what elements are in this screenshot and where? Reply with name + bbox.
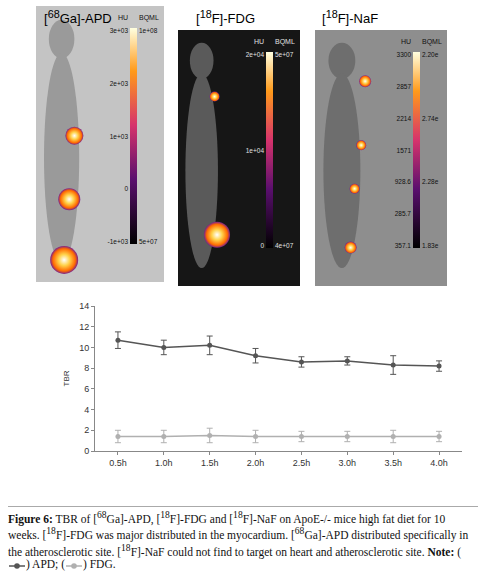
svg-text:0: 0 [260,242,264,249]
svg-text:6: 6 [84,384,89,394]
svg-text:1.5h: 1.5h [201,458,219,468]
svg-text:0: 0 [124,185,128,192]
svg-text:2214: 2214 [397,115,412,122]
svg-text:2: 2 [84,425,89,435]
svg-text:2.20e: 2.20e [422,51,439,58]
svg-text:4.0h: 4.0h [430,458,448,468]
svg-text:285.7: 285.7 [395,210,412,217]
svg-text:HU: HU [401,38,411,45]
svg-text:BQML: BQML [422,38,442,46]
svg-text:-1e+03: -1e+03 [108,238,129,245]
svg-text:2e+04: 2e+04 [246,51,265,58]
svg-text:HU: HU [254,38,264,45]
svg-text:0: 0 [84,446,89,456]
html-text:[18F]-FDG: [18F]-FDG [196,8,255,27]
svg-text:2.28e: 2.28e [422,178,439,185]
svg-text:1e+04: 1e+04 [246,147,265,154]
svg-text:0.5h: 0.5h [109,458,127,468]
svg-text:TBR: TBR [62,370,71,386]
svg-text:3300: 3300 [397,51,412,58]
svg-text:3.5h: 3.5h [384,458,402,468]
html-text:) FDG.: ) FDG. [83,558,116,571]
svg-text:1e+08: 1e+08 [139,27,158,34]
svg-text:3.0h: 3.0h [339,458,357,468]
svg-text:4e+07: 4e+07 [275,242,294,249]
svg-text:5e+07: 5e+07 [275,51,294,58]
svg-text:2857: 2857 [397,83,412,90]
svg-text:BQML: BQML [275,38,295,46]
svg-text:BQML: BQML [139,14,159,22]
svg-text:4: 4 [84,405,89,415]
svg-text:HU: HU [118,14,128,21]
svg-text:2.74e: 2.74e [422,115,439,122]
svg-text:14: 14 [79,301,89,311]
svg-text:2.5h: 2.5h [293,458,311,468]
svg-text:357.1: 357.1 [395,242,412,249]
svg-text:1571: 1571 [397,147,412,154]
svg-text:3e+03: 3e+03 [110,27,129,34]
svg-text:2.0h: 2.0h [247,458,265,468]
html-text:[18F]-NaF: [18F]-NaF [322,8,379,27]
html-text:[68Ga]-APD: [68Ga]-APD [44,8,112,27]
svg-text:1e+03: 1e+03 [110,133,129,140]
html-text:) APD; (: ) APD; ( [26,558,65,571]
svg-text:1.0h: 1.0h [155,458,173,468]
svg-text:5e+07: 5e+07 [139,238,158,245]
html-text:Figure 6: TBR of [68Ga]-APD, [: Figure 6: TBR of [68Ga]-APD, [18F]-FDG a… [8,509,469,558]
svg-text:2e+03: 2e+03 [110,80,129,87]
svg-text:928.6: 928.6 [395,178,412,185]
svg-text:10: 10 [79,343,89,353]
svg-text:12: 12 [79,322,89,332]
svg-text:8: 8 [84,363,89,373]
svg-text:1.83e: 1.83e [422,242,439,249]
